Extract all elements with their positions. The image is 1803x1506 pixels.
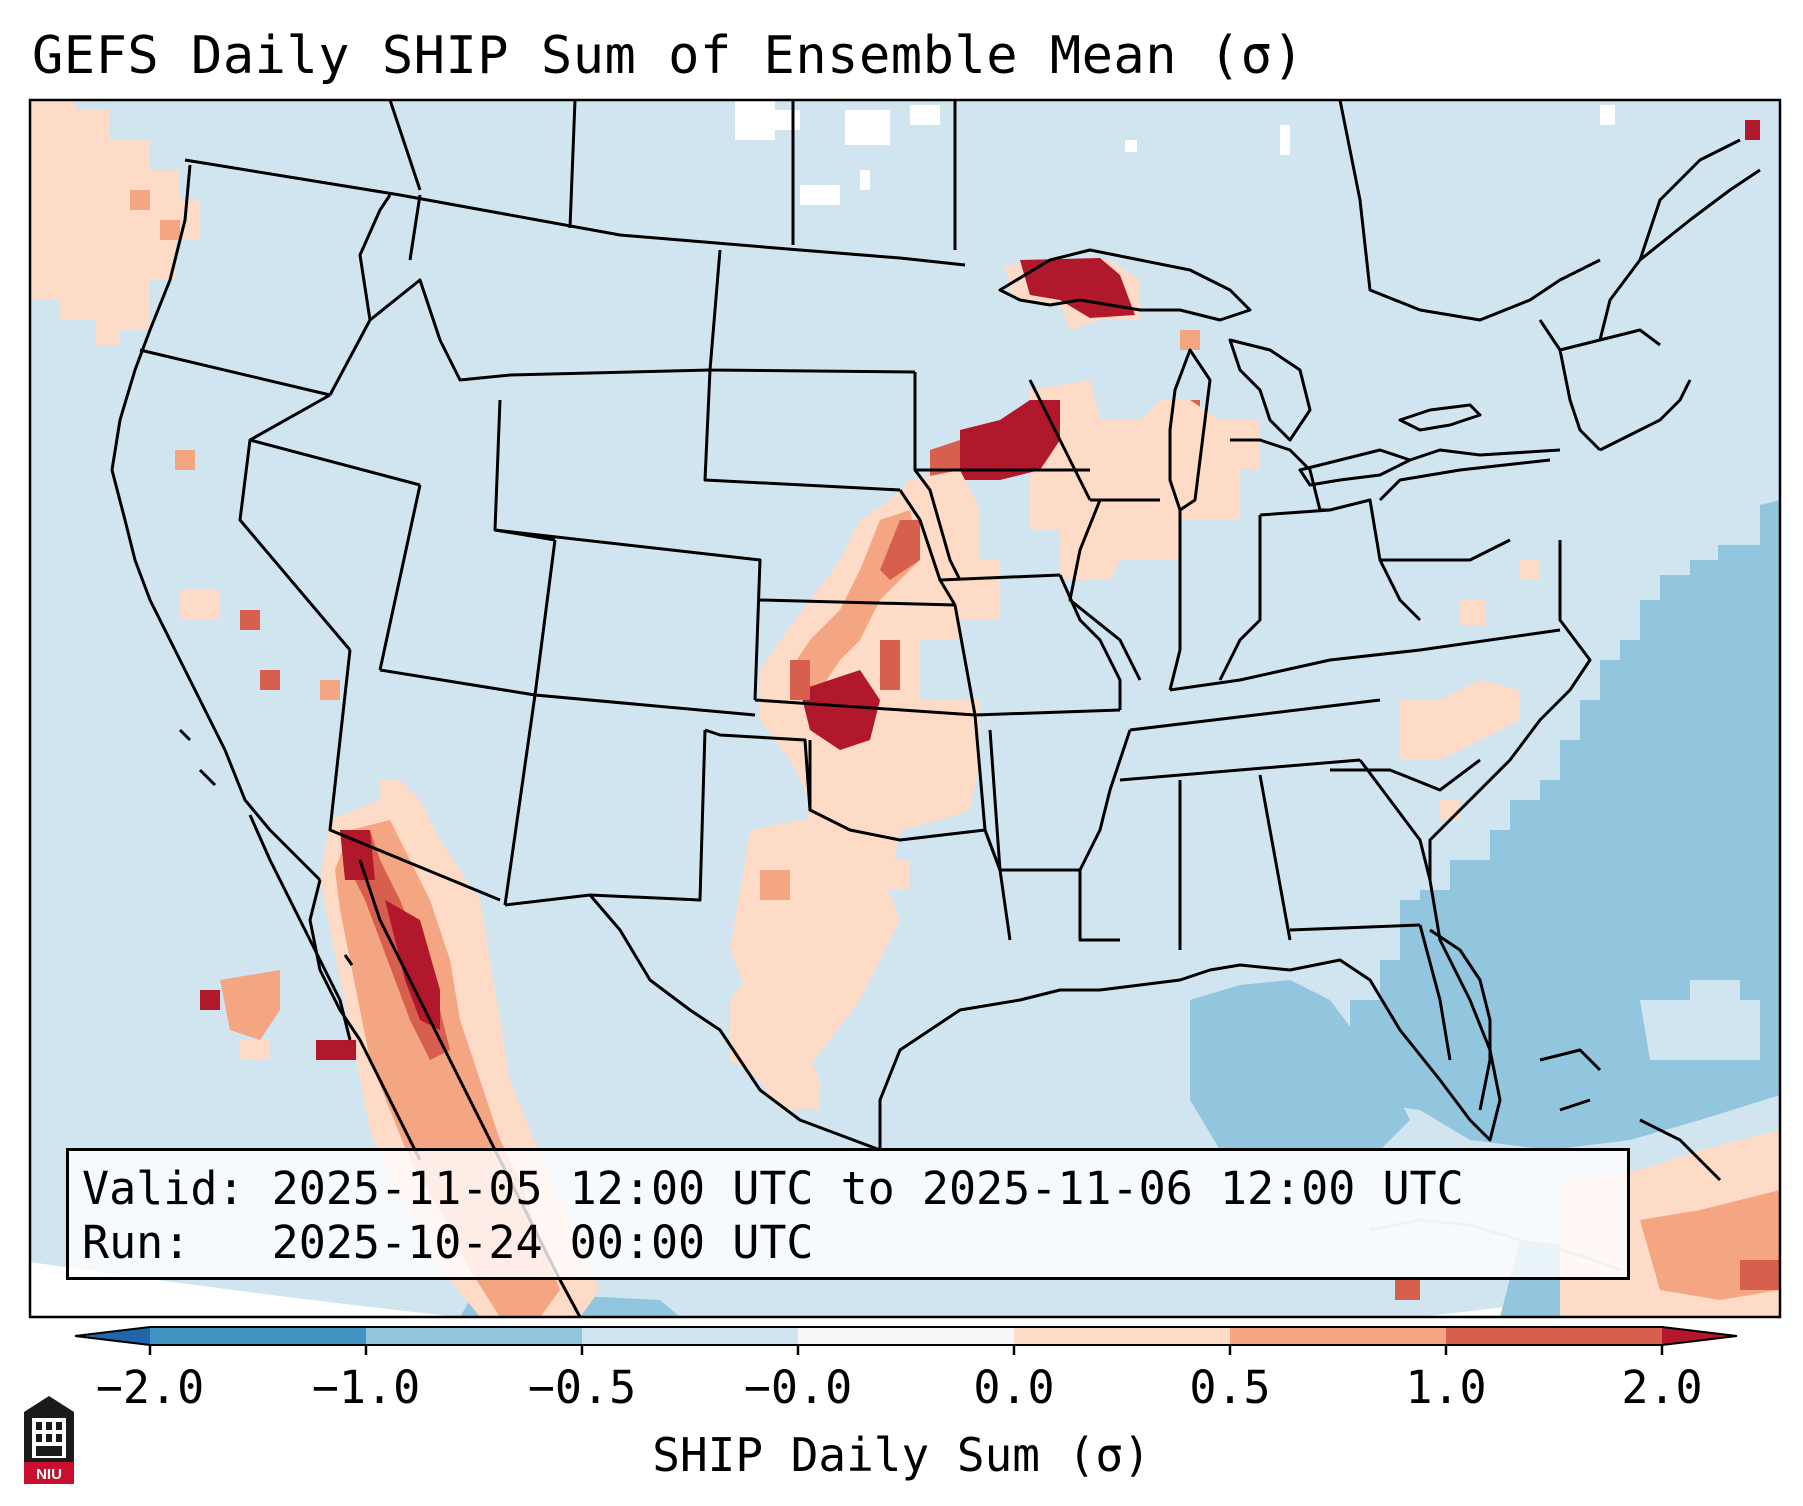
lake-superior [998, 248, 1252, 322]
colorbar-tick-label: −0.0 [743, 1361, 853, 1414]
colorbar-tick-label: −0.5 [527, 1361, 637, 1414]
lake-michigan [1168, 348, 1212, 512]
colorbar-tick-label: 0.5 [1189, 1361, 1271, 1414]
gulf-coastline [878, 540, 1592, 1150]
valid-label: Valid: [82, 1162, 245, 1215]
colorbar-tick-label: 0.0 [973, 1361, 1055, 1414]
missing-data-pixels [735, 100, 1615, 205]
run-time: 2025-10-24 00:00 UTC [271, 1216, 814, 1269]
lake-ontario [1398, 403, 1482, 432]
colorbar-tick-label: 2.0 [1621, 1361, 1703, 1414]
run-label: Run: [82, 1216, 191, 1269]
baja-coastline [308, 879, 422, 1161]
colorbar-tick-label: −2.0 [95, 1361, 205, 1414]
lake-huron [1228, 338, 1312, 442]
us-canada-border [184, 158, 966, 267]
colorbar-tick-label: 1.0 [1405, 1361, 1487, 1414]
svg-text:NIU: NIU [36, 1466, 62, 1483]
valid-range: 2025-11-05 12:00 UTC to 2025-11-06 12:00… [271, 1162, 1464, 1215]
florida-peninsula [1429, 928, 1492, 1111]
colorbar-tick-label: −1.0 [311, 1361, 421, 1414]
map-title: GEFS Daily SHIP Sum of Ensemble Mean (σ) [32, 26, 1305, 86]
map-frame [28, 98, 1782, 1319]
valid-time-line: Valid: 2025-11-05 12:00 UTC to 2025-11-0… [82, 1163, 1464, 1215]
pacific-coastline [110, 164, 322, 882]
run-time-line: Run: 2025-10-24 00:00 UTC [82, 1217, 814, 1269]
valid-run-info-box: Valid: 2025-11-05 12:00 UTC to 2025-11-0… [66, 1148, 1630, 1280]
niu-tower-logo-icon: NIU [24, 1396, 74, 1484]
colorbar-label: SHIP Daily Sum (σ) [652, 1428, 1151, 1482]
